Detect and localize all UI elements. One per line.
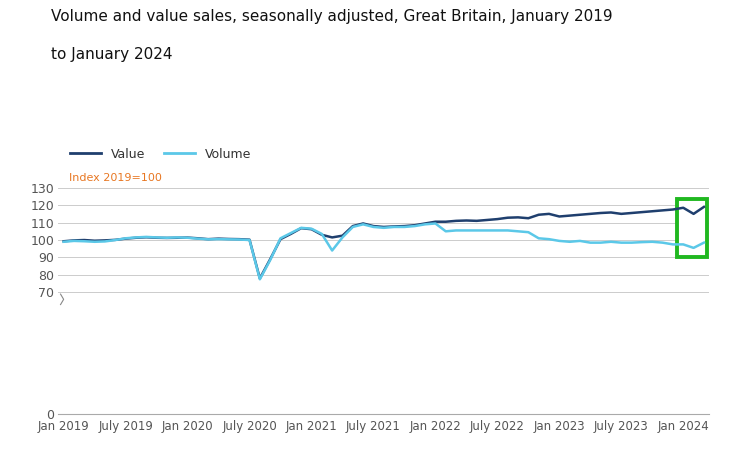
Legend: Value, Volume: Value, Volume xyxy=(65,143,257,166)
Bar xyxy=(677,199,707,257)
Text: Index 2019=100: Index 2019=100 xyxy=(69,173,162,183)
Text: Volume and value sales, seasonally adjusted, Great Britain, January 2019: Volume and value sales, seasonally adjus… xyxy=(51,9,613,24)
Text: to January 2024: to January 2024 xyxy=(51,47,173,62)
